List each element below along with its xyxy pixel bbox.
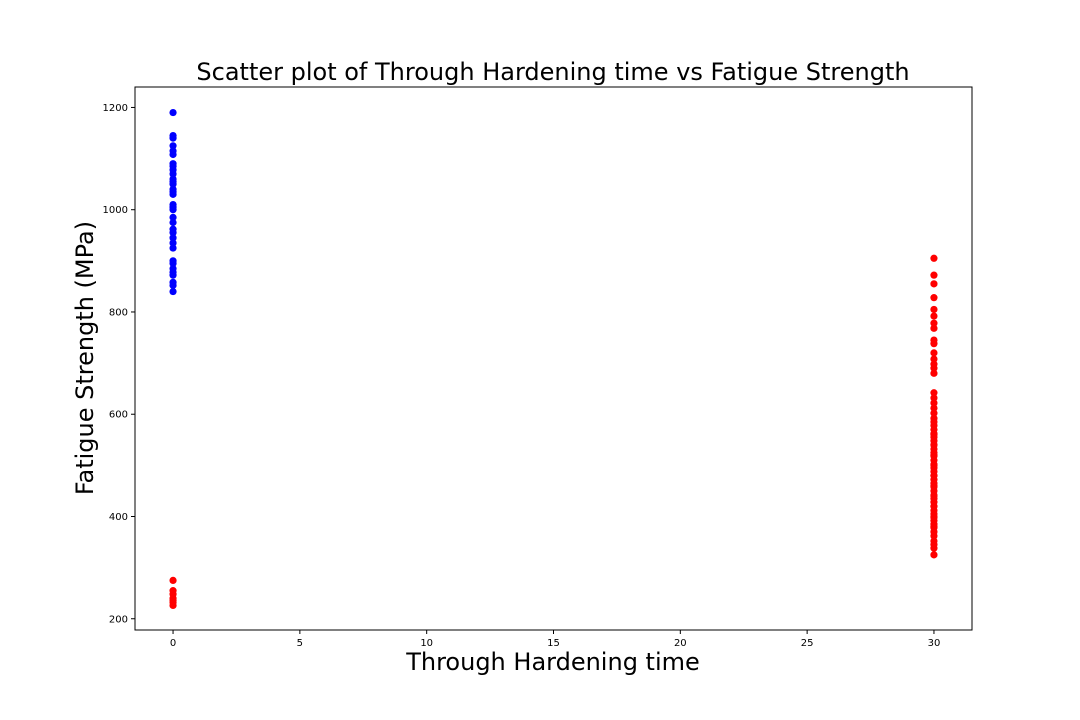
data-point-blue xyxy=(169,108,177,117)
data-point-red xyxy=(930,441,938,449)
data-point-red xyxy=(930,551,938,559)
data-point-blue xyxy=(169,218,177,227)
x-tick-label: 15 xyxy=(547,638,560,649)
y-tick-label: 400 xyxy=(109,512,128,523)
data-point-blue xyxy=(169,244,177,252)
y-axis-ticks: 200 400 600 800 1000 1200 xyxy=(103,103,135,625)
data-point-red xyxy=(930,502,938,510)
data-point-blue xyxy=(169,239,177,247)
data-point-blue xyxy=(169,206,177,214)
data-point-blue xyxy=(169,229,177,237)
data-point-red xyxy=(930,471,938,480)
y-tick-label: 600 xyxy=(109,410,128,421)
x-tick-label: 0 xyxy=(170,638,176,649)
data-points xyxy=(169,108,938,610)
data-point-red xyxy=(930,523,938,531)
data-point-red xyxy=(930,409,938,417)
data-point-blue xyxy=(169,150,177,159)
y-tick-label: 200 xyxy=(109,614,128,625)
data-point-blue xyxy=(169,271,177,279)
data-point-red xyxy=(930,532,938,540)
x-axis-label: Through Hardening time xyxy=(405,648,700,676)
y-tick-label: 1200 xyxy=(103,103,128,114)
data-point-red xyxy=(930,305,938,314)
data-point-blue xyxy=(169,287,177,296)
data-point-red xyxy=(930,431,938,439)
data-point-red xyxy=(930,482,938,490)
data-point-red xyxy=(930,364,938,372)
y-tick-label: 1000 xyxy=(103,205,128,216)
data-point-red xyxy=(930,349,938,357)
data-point-red xyxy=(930,399,938,407)
x-tick-label: 10 xyxy=(420,638,433,649)
data-point-blue xyxy=(169,259,177,267)
y-axis-label: Fatigue Strength (MPa) xyxy=(71,221,99,495)
data-point-red xyxy=(169,601,177,610)
data-point-blue xyxy=(169,142,177,150)
data-point-red xyxy=(930,254,938,262)
data-point-blue xyxy=(169,281,177,289)
data-point-red xyxy=(930,451,938,459)
data-point-red xyxy=(930,294,938,302)
data-point-blue xyxy=(169,190,177,198)
data-point-red xyxy=(930,340,938,348)
data-point-red xyxy=(930,512,938,521)
x-tick-label: 25 xyxy=(801,638,814,649)
plot-area xyxy=(134,86,973,631)
data-point-blue xyxy=(169,134,177,142)
y-tick-label: 800 xyxy=(109,307,128,318)
data-point-red xyxy=(930,355,938,363)
data-point-blue xyxy=(169,170,177,178)
data-point-red xyxy=(930,312,938,320)
x-axis-ticks: 0 5 10 15 20 25 30 xyxy=(170,630,940,649)
x-tick-label: 20 xyxy=(674,638,687,649)
data-point-red xyxy=(930,544,938,552)
data-point-blue xyxy=(169,213,177,221)
chart-title: Scatter plot of Through Hardening time v… xyxy=(196,58,909,86)
data-point-red xyxy=(930,280,938,288)
data-point-red xyxy=(169,576,177,585)
data-point-red xyxy=(930,324,938,332)
data-point-red xyxy=(930,404,938,412)
data-point-red xyxy=(930,271,938,279)
data-point-blue xyxy=(169,234,177,242)
data-point-blue xyxy=(169,180,177,188)
data-point-red xyxy=(930,394,938,402)
data-point-red xyxy=(930,461,938,469)
data-point-red xyxy=(930,369,938,377)
x-tick-label: 30 xyxy=(928,638,941,649)
data-point-red xyxy=(930,389,938,397)
x-tick-label: 5 xyxy=(297,638,303,649)
data-point-red xyxy=(930,492,938,500)
data-point-red xyxy=(930,319,938,327)
